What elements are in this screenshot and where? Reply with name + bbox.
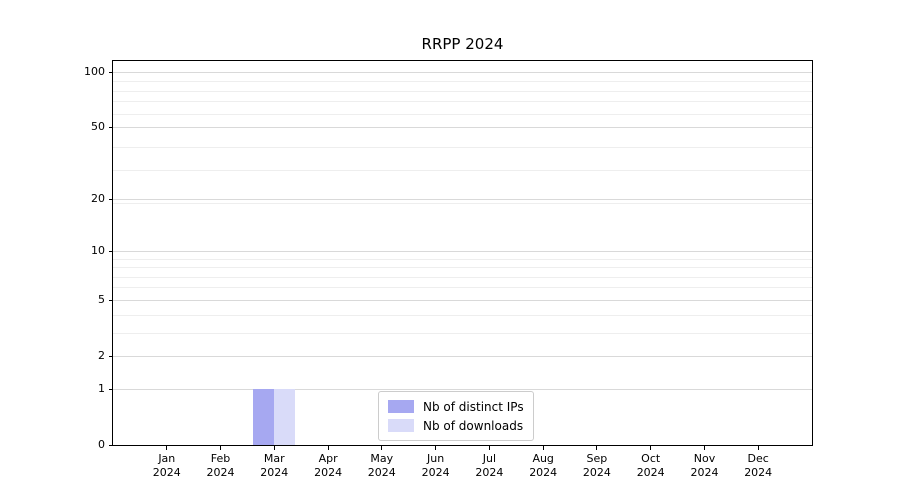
x-tick-label: Nov 2024 xyxy=(690,452,719,479)
gridline xyxy=(113,81,812,82)
x-tick-label: Oct 2024 xyxy=(636,452,665,479)
x-tick-mark xyxy=(757,446,759,450)
gridline xyxy=(113,146,812,148)
gridline xyxy=(113,198,812,200)
gridline xyxy=(113,126,812,128)
gridline xyxy=(113,332,812,334)
y-tick-label: 50 xyxy=(91,120,105,134)
x-tick-label: Jan 2024 xyxy=(152,452,181,479)
y-tick-mark xyxy=(109,355,113,357)
y-tick-mark xyxy=(109,250,113,252)
legend-label: Nb of distinct IPs xyxy=(423,399,524,414)
chart-title: RRPP 2024 xyxy=(421,35,504,53)
gridline xyxy=(113,276,812,278)
y-tick-label: 0 xyxy=(98,438,105,451)
y-tick-label: 2 xyxy=(98,349,105,363)
x-tick-mark xyxy=(488,446,490,450)
legend-item: Nb of downloads xyxy=(388,416,524,435)
y-tick-mark xyxy=(109,388,113,390)
x-tick-mark xyxy=(596,446,598,450)
gridline xyxy=(113,113,812,115)
legend-swatch xyxy=(388,419,414,432)
gridline xyxy=(113,388,812,390)
y-tick-mark xyxy=(109,198,113,200)
y-tick-label: 20 xyxy=(91,192,105,206)
x-tick-label: Jul 2024 xyxy=(475,452,504,479)
y-tick-mark xyxy=(109,444,113,446)
x-tick-mark xyxy=(273,446,275,450)
gridline xyxy=(113,202,812,204)
x-tick-mark xyxy=(650,446,652,450)
y-tick-label: 10 xyxy=(91,244,105,258)
x-tick-label: May 2024 xyxy=(367,452,396,479)
legend-label: Nb of downloads xyxy=(423,418,524,433)
x-tick-label: Sep 2024 xyxy=(582,452,611,479)
legend-swatch xyxy=(388,400,414,413)
gridline xyxy=(113,287,812,289)
x-tick-mark xyxy=(220,446,221,450)
gridline xyxy=(113,258,812,260)
gridline xyxy=(113,299,812,301)
gridline xyxy=(113,267,812,268)
legend: Nb of distinct IPs Nb of downloads xyxy=(378,391,534,441)
bar-mar-series2 xyxy=(274,389,296,445)
x-tick-mark xyxy=(704,446,705,450)
gridline xyxy=(113,314,812,316)
legend-item: Nb of distinct IPs xyxy=(388,397,524,416)
y-tick-mark xyxy=(109,299,113,301)
x-tick-label: Mar 2024 xyxy=(260,452,289,479)
x-tick-mark xyxy=(542,446,544,450)
bar-mar-series1 xyxy=(253,389,275,445)
x-tick-mark xyxy=(327,446,329,450)
y-tick-label: 5 xyxy=(98,293,105,307)
x-tick-mark xyxy=(166,446,168,450)
x-tick-mark xyxy=(381,446,383,450)
x-tick-mark xyxy=(435,446,437,450)
gridline xyxy=(113,71,812,73)
x-tick-label: Jun 2024 xyxy=(421,452,450,479)
y-tick-mark xyxy=(109,126,113,128)
gridline xyxy=(113,169,812,171)
y-tick-label: 100 xyxy=(84,65,105,79)
y-tick-label: 1 xyxy=(98,382,105,395)
x-tick-label: Aug 2024 xyxy=(529,452,558,479)
x-tick-label: Feb 2024 xyxy=(206,452,235,479)
gridline xyxy=(113,250,812,252)
y-tick-mark xyxy=(109,71,113,73)
gridline xyxy=(113,90,812,92)
gridline xyxy=(113,355,812,357)
gridline xyxy=(113,101,812,103)
plot-area: Nb of distinct IPs Nb of downloads xyxy=(112,60,813,446)
x-tick-label: Dec 2024 xyxy=(744,452,773,479)
x-tick-label: Apr 2024 xyxy=(314,452,343,479)
